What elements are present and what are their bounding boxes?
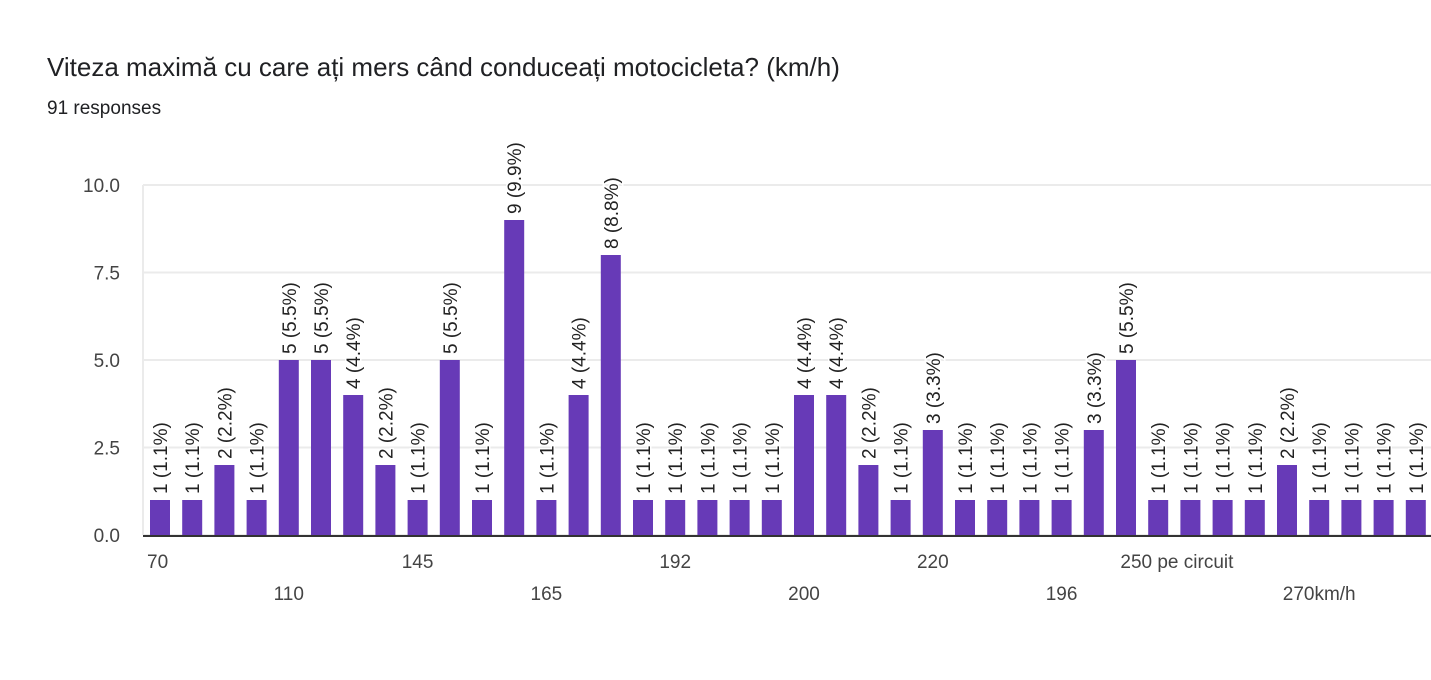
data-label: 1 (1.1%) xyxy=(473,422,494,494)
bar xyxy=(568,395,589,535)
bar xyxy=(343,395,364,535)
data-label: 1 (1.1%) xyxy=(537,422,558,494)
x-tick-label: 145 xyxy=(402,552,434,573)
data-label: 1 (1.1%) xyxy=(1181,422,1202,494)
data-label: 1 (1.1%) xyxy=(1310,422,1331,494)
y-tick-label: 5.0 xyxy=(94,351,120,372)
bar xyxy=(246,500,267,535)
bar xyxy=(150,500,170,535)
bar xyxy=(1277,465,1297,535)
x-tick-label: 165 xyxy=(531,584,563,605)
bar xyxy=(1244,500,1265,535)
bar xyxy=(407,500,428,535)
response-count: 91 responses xyxy=(47,98,162,119)
x-tick-label: 110 xyxy=(274,584,304,605)
data-label: 1 (1.1%) xyxy=(698,422,719,494)
bar xyxy=(955,500,975,535)
x-tick-label: 270km/h xyxy=(1283,584,1356,605)
bar xyxy=(987,500,1008,535)
data-label: 1 (1.1%) xyxy=(1020,422,1041,494)
bar xyxy=(1051,500,1072,535)
bar xyxy=(472,500,492,535)
chart-title: Viteza maximă cu care ați mers când cond… xyxy=(47,52,840,82)
y-tick-label: 10.0 xyxy=(83,176,120,197)
data-label: 1 (1.1%) xyxy=(183,422,204,494)
x-tick-label: 250 pe circuit xyxy=(1120,552,1234,573)
y-tick-label: 7.5 xyxy=(94,264,120,285)
data-label: 2 (2.2%) xyxy=(859,387,880,459)
bar xyxy=(214,465,235,535)
bar xyxy=(633,500,653,535)
data-label: 2 (2.2%) xyxy=(376,387,397,459)
bar xyxy=(1309,500,1330,535)
x-tick-label: 70 xyxy=(147,552,168,573)
data-label: 4 (4.4%) xyxy=(827,317,848,389)
data-label: 4 (4.4%) xyxy=(344,317,365,389)
bar xyxy=(826,395,847,535)
data-label: 5 (5.5%) xyxy=(441,282,462,354)
data-label: 1 (1.1%) xyxy=(409,422,430,494)
data-label: 1 (1.1%) xyxy=(1246,422,1267,494)
bar xyxy=(858,465,879,535)
bar xyxy=(1180,500,1201,535)
data-label: 1 (1.1%) xyxy=(1375,422,1396,494)
bar xyxy=(697,500,718,535)
x-tick-label: 196 xyxy=(1046,584,1078,605)
data-label: 1 (1.1%) xyxy=(248,422,269,494)
data-label: 1 (1.1%) xyxy=(1214,422,1235,494)
x-tick-label: 192 xyxy=(659,552,691,573)
data-label: 1 (1.1%) xyxy=(666,422,687,494)
bar xyxy=(1341,500,1362,535)
bar xyxy=(504,220,525,535)
data-label: 1 (1.1%) xyxy=(892,422,913,494)
bar xyxy=(600,255,621,535)
data-label: 1 (1.1%) xyxy=(731,422,752,494)
data-label: 1 (1.1%) xyxy=(1407,422,1428,494)
data-label: 1 (1.1%) xyxy=(763,422,784,494)
bar xyxy=(278,360,299,535)
bar xyxy=(311,360,331,535)
bar xyxy=(1083,430,1104,535)
bar xyxy=(729,500,750,535)
bar xyxy=(794,395,814,535)
bar xyxy=(1212,500,1233,535)
bar xyxy=(536,500,557,535)
bar xyxy=(890,500,911,535)
bar xyxy=(1116,360,1136,535)
x-tick-label: 200 xyxy=(788,584,820,605)
data-label: 1 (1.1%) xyxy=(1149,422,1170,494)
bar xyxy=(761,500,782,535)
data-label: 1 (1.1%) xyxy=(1342,422,1363,494)
data-label: 5 (5.5%) xyxy=(1117,282,1138,354)
data-label: 4 (4.4%) xyxy=(795,317,816,389)
bar xyxy=(1373,500,1394,535)
data-label: 1 (1.1%) xyxy=(151,422,172,494)
bar xyxy=(1405,500,1426,535)
y-tick-label: 2.5 xyxy=(94,439,120,460)
bar xyxy=(1148,500,1169,535)
data-label: 1 (1.1%) xyxy=(988,422,1009,494)
data-label: 3 (3.3%) xyxy=(924,352,945,424)
data-label: 1 (1.1%) xyxy=(1053,422,1074,494)
bar xyxy=(665,500,686,535)
data-label: 1 (1.1%) xyxy=(956,422,977,494)
bar xyxy=(439,360,460,535)
bar xyxy=(182,500,203,535)
bar xyxy=(922,430,943,535)
bar xyxy=(1019,500,1040,535)
data-label: 8 (8.8%) xyxy=(602,177,623,249)
y-tick-label: 0.0 xyxy=(94,526,120,547)
data-label: 1 (1.1%) xyxy=(634,422,655,494)
data-label: 2 (2.2%) xyxy=(215,387,236,459)
x-tick-label: 220 xyxy=(917,552,949,573)
data-label: 3 (3.3%) xyxy=(1085,352,1106,424)
data-label: 4 (4.4%) xyxy=(570,317,591,389)
bar xyxy=(375,465,396,535)
data-label: 9 (9.9%) xyxy=(505,142,526,214)
data-label: 5 (5.5%) xyxy=(312,282,333,354)
data-label: 5 (5.5%) xyxy=(280,282,301,354)
data-label: 2 (2.2%) xyxy=(1278,387,1299,459)
